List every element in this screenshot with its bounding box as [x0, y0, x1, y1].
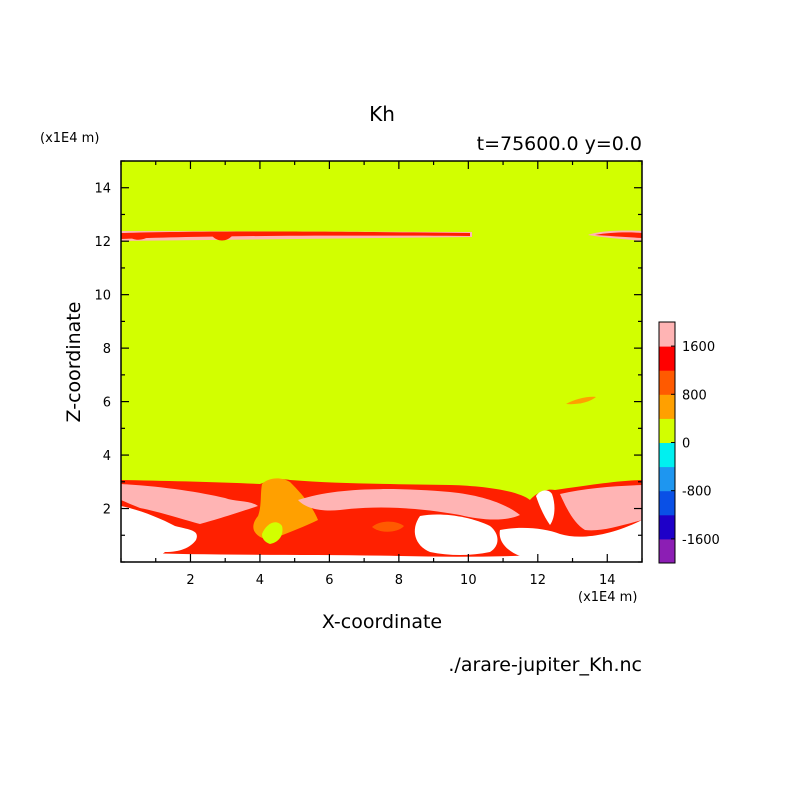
upper-band-left-core — [121, 231, 470, 239]
upper-band-right-core — [595, 232, 642, 238]
colorbar-label: -800 — [682, 485, 712, 500]
colorbar-label: 0 — [682, 437, 690, 452]
colorbar-swatch — [659, 322, 675, 347]
x-axis: 2 4 6 8 10 12 14 — [120, 161, 643, 588]
contour-field — [121, 161, 642, 562]
y-tick-label: 8 — [103, 342, 111, 357]
plot-frame — [120, 160, 643, 563]
y-axis-label: Z-coordinate — [63, 302, 85, 423]
y-tick-label: 10 — [94, 289, 111, 304]
y-tick-label: 4 — [103, 449, 111, 464]
chart-title: Kh — [369, 102, 395, 126]
colorbar-label: 800 — [682, 388, 707, 403]
bottom-blank-lower — [121, 548, 642, 562]
bottom-blank-cusp — [536, 490, 555, 525]
x-tick-label: 10 — [460, 573, 477, 588]
y-axis: 2 4 6 8 10 12 14 — [94, 160, 642, 563]
colorbar-label: -1600 — [682, 533, 720, 548]
y-tick-label: 12 — [94, 235, 111, 250]
colorbar-swatch — [659, 394, 675, 419]
filename-label: ./arare-jupiter_Kh.nc — [448, 654, 642, 676]
x-axis-label: X-coordinate — [322, 611, 442, 633]
y-unit-label: (x1E4 m) — [40, 131, 99, 146]
bottom-blank-center — [414, 514, 498, 555]
chart-subtitle: t=75600.0 y=0.0 — [477, 133, 642, 155]
x-tick-label: 4 — [256, 573, 264, 588]
lower-layer-pink-mid — [298, 489, 520, 520]
x-tick-label: 2 — [186, 573, 194, 588]
colorbar-label: 1600 — [682, 340, 715, 355]
bottom-blank-right — [499, 520, 642, 557]
colorbar-swatch — [659, 466, 675, 492]
x-tick-label: 8 — [395, 573, 403, 588]
lower-layer-yellow-gap — [262, 522, 283, 544]
lower-layer-pink-top — [121, 484, 258, 524]
y-tick-label: 2 — [103, 503, 111, 518]
colorbar-swatch — [659, 490, 675, 516]
x-tick-label: 14 — [599, 573, 616, 588]
lower-layer-right-pink — [560, 485, 642, 531]
x-tick-label: 6 — [325, 573, 333, 588]
y-tick-label: 6 — [103, 396, 111, 411]
mid-patch — [566, 396, 596, 405]
x-unit-label: (x1E4 m) — [578, 590, 637, 605]
colorbar-swatch — [659, 514, 675, 540]
colorbar-swatch — [659, 418, 675, 443]
lower-layer-red-blob — [372, 521, 404, 532]
colorbar: 1600 800 0 -800 -1600 — [658, 321, 720, 564]
colorbar-swatch — [659, 538, 675, 564]
upper-band-left-bump — [212, 236, 232, 241]
colorbar-swatch — [659, 442, 675, 468]
colorbar-swatch — [659, 346, 675, 371]
x-tick-label: 12 — [530, 573, 547, 588]
y-tick-label: 14 — [94, 182, 111, 197]
upper-band-left-spot — [128, 236, 150, 240]
bottom-blank-region — [121, 506, 197, 562]
colorbar-swatch — [659, 370, 675, 395]
